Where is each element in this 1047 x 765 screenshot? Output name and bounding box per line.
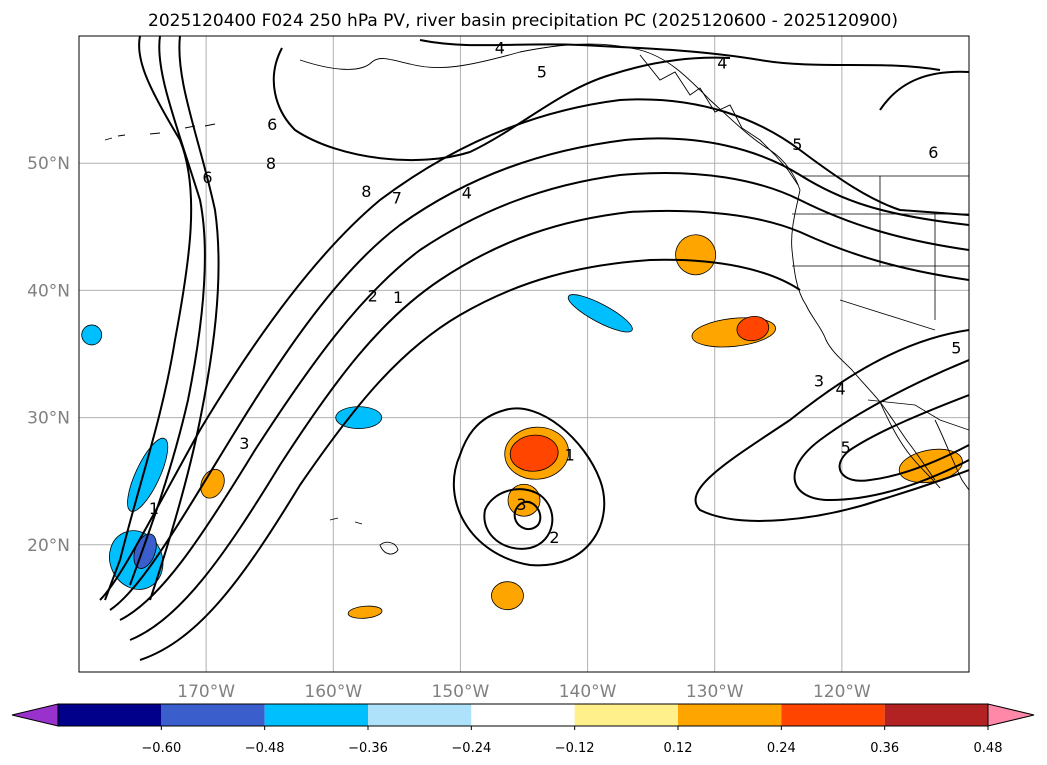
precip-pc-shading bbox=[81, 234, 963, 619]
pv-contour-label-1: 5 bbox=[537, 63, 547, 82]
colorbar-extend-low bbox=[11, 703, 59, 727]
political-borders bbox=[792, 175, 969, 431]
chart-title: 2025120400 F024 250 hPa PV, river basin … bbox=[148, 11, 898, 31]
pv-contour-label-9: 7 bbox=[392, 189, 402, 208]
colorbar-frame bbox=[57, 703, 989, 727]
longitude-labels: 170°W 160°W 150°W 140°W 130°W 120°W bbox=[177, 682, 871, 702]
precip-region-off-Oregon bbox=[675, 234, 717, 276]
pv-contour-label-21: 5 bbox=[951, 339, 961, 358]
precip-region-central-Pacific-N-core bbox=[509, 434, 559, 472]
colorbar-label-3: −0.24 bbox=[451, 741, 491, 756]
lon-label-0: 170°W bbox=[177, 682, 235, 702]
precip-region-near-Hawaii bbox=[347, 605, 383, 619]
lon-label-1: 160°W bbox=[304, 682, 362, 702]
precip-region-NE-Pacific-blue bbox=[567, 294, 633, 333]
bc-coast-islands bbox=[639, 54, 799, 186]
pv-jet-arc-3 bbox=[119, 172, 969, 621]
pv-contour-label-14: 1 bbox=[149, 499, 159, 518]
colorbar-label-5: 0.12 bbox=[664, 741, 693, 756]
mexico-mainland-coast bbox=[934, 419, 969, 491]
pv-jet-arc-5 bbox=[139, 258, 801, 661]
pv-contour-label-18: 3 bbox=[814, 372, 824, 391]
colorbar-segment-8 bbox=[781, 704, 885, 726]
pv-contour-label-11: 2 bbox=[368, 286, 378, 305]
precip-region-south-Pacific bbox=[491, 581, 524, 611]
pv-contour-label-15: 1 bbox=[565, 445, 575, 464]
lon-label-3: 140°W bbox=[559, 682, 617, 702]
aleutians-west bbox=[104, 123, 216, 141]
pv-low-central-outer bbox=[452, 407, 606, 567]
pv-contour-label-10: 4 bbox=[462, 183, 472, 202]
pv-jet-arc-1 bbox=[99, 98, 969, 601]
colorbar-label-0: −0.60 bbox=[141, 741, 181, 756]
pv-trough-8-east bbox=[272, 47, 731, 162]
lon-label-5: 120°W bbox=[813, 682, 871, 702]
pv-contour-label-16: 3 bbox=[516, 495, 526, 514]
colorbar-segment-4 bbox=[368, 704, 472, 726]
precip-region-Mexico bbox=[898, 448, 963, 484]
pv-contour-label-0: 4 bbox=[495, 38, 505, 57]
colorbar-segment-6 bbox=[574, 704, 678, 726]
pv-jet-inner-3 bbox=[149, 36, 220, 601]
pv-contour-label-20: 5 bbox=[841, 438, 851, 457]
colorbar-label-4: −0.12 bbox=[555, 741, 595, 756]
map-background bbox=[79, 36, 969, 672]
colorbar-segment-2 bbox=[161, 704, 265, 726]
lat-label-0: 50°N bbox=[27, 154, 70, 174]
pv-arctic-top bbox=[419, 39, 941, 71]
latitude-labels: 50°N 40°N 30°N 20°N bbox=[27, 154, 70, 556]
pv-low-central-core bbox=[513, 500, 542, 531]
us-west-coast bbox=[791, 189, 936, 481]
lat-label-2: 30°N bbox=[27, 409, 70, 429]
pv-contours bbox=[99, 36, 969, 661]
pv-contour-label-19: 4 bbox=[835, 379, 845, 398]
pv-jet-inner-2 bbox=[129, 36, 206, 586]
hawaiian-islands bbox=[329, 517, 399, 555]
colorbar-label-8: 0.48 bbox=[974, 741, 1003, 756]
map-frame bbox=[78, 35, 970, 673]
pv-contour-label-17: 2 bbox=[549, 528, 559, 547]
lat-label-3: 20°N bbox=[27, 536, 70, 556]
lon-label-4: 130°W bbox=[686, 682, 744, 702]
lat-label-1: 40°N bbox=[27, 281, 70, 301]
pv-contour-label-3: 5 bbox=[792, 135, 802, 154]
colorbar-label-1: −0.48 bbox=[245, 741, 285, 756]
pv-contour-label-7: 6 bbox=[202, 168, 212, 187]
pv-contour-label-5: 6 bbox=[267, 115, 277, 134]
lon-label-2: 150°W bbox=[432, 682, 490, 702]
colorbar-label-2: −0.36 bbox=[348, 741, 388, 756]
colorbar: −0.60 −0.48 −0.36 −0.24 −0.12 0.12 0.24 0.36 0.4… bbox=[11, 703, 1035, 756]
colorbar-segment-1 bbox=[58, 704, 162, 726]
colorbar-extend-high bbox=[987, 703, 1035, 727]
colorbar-segment-5 bbox=[471, 704, 575, 726]
state-lines bbox=[792, 176, 969, 331]
pv-contour-label-2: 4 bbox=[717, 54, 727, 73]
colorbar-label-6: 0.24 bbox=[767, 741, 796, 756]
pv-low-central-inner bbox=[483, 488, 554, 550]
colorbar-segment-3 bbox=[264, 704, 368, 726]
pv-east-trough-mid bbox=[793, 359, 969, 502]
pv-contour-label-8: 8 bbox=[361, 182, 371, 201]
pv-contour-label-12: 1 bbox=[393, 288, 403, 307]
pv-jet-inner-1 bbox=[104, 36, 193, 601]
precip-region-N-California-core bbox=[736, 316, 770, 342]
pv-east-trough-inner bbox=[838, 394, 969, 482]
pv-jet-arc-2 bbox=[109, 137, 969, 611]
pv-jet-arc-4 bbox=[129, 209, 969, 641]
colorbar-segment-7 bbox=[678, 704, 782, 726]
pv-top-6 bbox=[879, 70, 969, 111]
precip-region-far-west-blue bbox=[81, 324, 103, 346]
colorbar-label-7: 0.36 bbox=[870, 741, 899, 756]
colorbar-segment-9 bbox=[884, 704, 988, 726]
pv-contour-label-4: 6 bbox=[928, 143, 938, 162]
pv-contour-label-13: 3 bbox=[239, 434, 249, 453]
pv-contour-label-6: 8 bbox=[266, 154, 276, 173]
pv-east-trough-outer bbox=[694, 329, 969, 522]
